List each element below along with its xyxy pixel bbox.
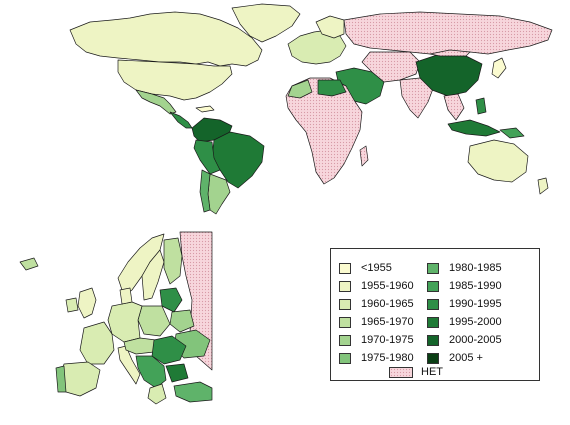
legend-label: 2005 + <box>449 352 483 364</box>
region-africa <box>285 77 363 185</box>
region-australia <box>467 139 529 183</box>
legend-swatch <box>427 262 439 274</box>
region-caribbean <box>195 105 215 113</box>
inset-belarus <box>169 309 195 333</box>
legend-label: 1995-2000 <box>449 316 502 328</box>
legend-item: 1980-1985 <box>427 261 502 275</box>
region-papua <box>499 127 525 139</box>
inset-uk <box>77 287 97 319</box>
region-new-zealand <box>537 177 549 195</box>
legend-swatch <box>339 262 351 274</box>
legend-item-net: НЕТ <box>389 365 443 379</box>
legend-label: 1960-1965 <box>361 298 414 310</box>
inset-bulgaria <box>165 363 189 383</box>
legend-swatch <box>427 334 439 346</box>
legend-item: <1955 <box>339 261 392 275</box>
legend-item: 2000-2005 <box>427 333 502 347</box>
legend-item: 1965-1970 <box>339 315 414 329</box>
legend-swatch <box>427 298 439 310</box>
inset-sweden <box>141 249 165 301</box>
region-madagascar <box>359 145 369 167</box>
legend-item: 2005 + <box>427 351 483 365</box>
inset-baltics <box>159 287 183 313</box>
legend-item: 1990-1995 <box>427 297 502 311</box>
region-southeast-asia <box>443 93 465 121</box>
legend-label: 1990-1995 <box>449 298 502 310</box>
legend-item: 1970-1975 <box>339 333 414 347</box>
legend-swatch <box>339 316 351 328</box>
legend-item: 1975-1980 <box>339 351 414 365</box>
region-greenland <box>231 3 301 43</box>
region-europe <box>287 29 347 65</box>
region-russia <box>343 11 553 57</box>
legend-swatch <box>339 352 351 364</box>
region-chile <box>199 169 211 213</box>
region-north-africa-east <box>317 79 347 97</box>
region-philippines <box>475 97 487 115</box>
legend-swatch <box>339 298 351 310</box>
inset-turkey <box>173 381 213 403</box>
legend-label: 1970-1975 <box>361 334 414 346</box>
inset-france <box>79 321 115 365</box>
region-north-africa-west <box>287 79 313 99</box>
legend-item: 1960-1965 <box>339 297 414 311</box>
inset-iceland <box>19 257 39 271</box>
legend-swatch <box>427 352 439 364</box>
inset-germany <box>107 301 143 343</box>
legend-label-net: НЕТ <box>421 366 443 378</box>
legend-item: 1995-2000 <box>427 315 502 329</box>
region-canada <box>69 11 263 67</box>
world-map <box>69 3 553 215</box>
legend-swatch <box>427 316 439 328</box>
region-usa <box>117 59 233 101</box>
region-japan <box>491 57 507 79</box>
net-swatch <box>389 366 413 378</box>
inset-denmark <box>119 287 133 305</box>
legend-item: 1955-1960 <box>339 279 414 293</box>
inset-ireland <box>65 297 79 313</box>
region-central-america <box>169 111 193 129</box>
europe-inset-map <box>19 231 213 405</box>
inset-poland <box>137 305 171 337</box>
legend-swatch <box>339 334 351 346</box>
legend-label: 1985-1990 <box>449 280 502 292</box>
legend-item: 1985-1990 <box>427 279 502 293</box>
legend-swatch <box>339 280 351 292</box>
legend-label: 1980-1985 <box>449 262 502 274</box>
legend-label: 1965-1970 <box>361 316 414 328</box>
legend: <1955 1955-1960 1960-1965 1965-1970 1970… <box>330 248 540 381</box>
region-indonesia <box>447 119 501 137</box>
region-mongolia <box>429 49 471 57</box>
legend-label: 1955-1960 <box>361 280 414 292</box>
region-scandinavia <box>315 15 345 39</box>
inset-greece <box>147 383 167 405</box>
legend-label: 2000-2005 <box>449 334 502 346</box>
region-peru-bolivia <box>193 139 221 175</box>
legend-swatch <box>427 280 439 292</box>
inset-finland <box>163 237 183 285</box>
legend-label: 1975-1980 <box>361 352 414 364</box>
legend-label: <1955 <box>361 262 392 274</box>
inset-portugal <box>55 365 67 393</box>
